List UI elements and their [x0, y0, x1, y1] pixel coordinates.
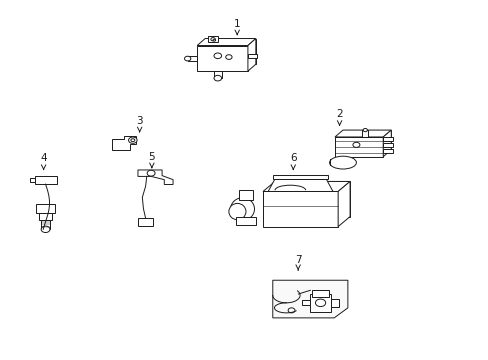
Polygon shape — [337, 181, 349, 226]
Polygon shape — [334, 137, 383, 157]
Bar — [138, 219, 153, 226]
Bar — [36, 204, 55, 213]
Polygon shape — [272, 280, 347, 318]
Circle shape — [184, 56, 190, 61]
Polygon shape — [247, 39, 255, 71]
Bar — [361, 130, 368, 137]
Polygon shape — [274, 181, 349, 217]
Circle shape — [363, 129, 366, 132]
Bar — [214, 71, 221, 78]
Circle shape — [352, 142, 359, 148]
Circle shape — [128, 137, 137, 143]
Bar — [310, 294, 330, 312]
Bar — [39, 213, 52, 220]
Polygon shape — [342, 130, 390, 150]
Polygon shape — [197, 45, 247, 71]
Polygon shape — [267, 179, 332, 192]
Polygon shape — [112, 136, 136, 150]
Polygon shape — [263, 192, 337, 226]
Bar — [383, 149, 392, 153]
Circle shape — [214, 53, 221, 59]
Polygon shape — [138, 170, 173, 184]
Bar — [311, 290, 328, 297]
Circle shape — [41, 226, 50, 233]
Bar — [35, 176, 57, 184]
Polygon shape — [334, 130, 390, 137]
Circle shape — [315, 299, 325, 307]
Text: 4: 4 — [40, 153, 47, 170]
Bar — [208, 36, 217, 42]
Bar — [273, 175, 327, 179]
Polygon shape — [383, 130, 390, 157]
Circle shape — [214, 75, 221, 81]
Bar — [30, 179, 35, 182]
Polygon shape — [204, 39, 255, 64]
Circle shape — [147, 170, 155, 176]
Bar — [383, 143, 392, 147]
Bar — [41, 220, 50, 229]
Bar — [187, 56, 197, 61]
Text: 3: 3 — [136, 116, 142, 132]
Circle shape — [131, 139, 135, 141]
Polygon shape — [263, 181, 349, 192]
Ellipse shape — [329, 156, 356, 169]
Bar — [330, 299, 339, 307]
Bar — [235, 217, 256, 225]
Text: 7: 7 — [294, 255, 301, 270]
Circle shape — [287, 308, 294, 313]
Bar — [383, 138, 392, 141]
Bar — [239, 190, 252, 200]
Text: 2: 2 — [336, 109, 342, 125]
Ellipse shape — [230, 198, 254, 220]
Circle shape — [225, 55, 232, 59]
Text: 6: 6 — [289, 153, 296, 170]
Ellipse shape — [228, 203, 245, 220]
Circle shape — [213, 39, 215, 41]
Bar — [247, 54, 257, 58]
Text: 1: 1 — [233, 19, 240, 35]
Bar — [301, 300, 310, 305]
Text: 5: 5 — [148, 152, 155, 168]
Polygon shape — [197, 39, 255, 45]
Circle shape — [210, 37, 215, 41]
